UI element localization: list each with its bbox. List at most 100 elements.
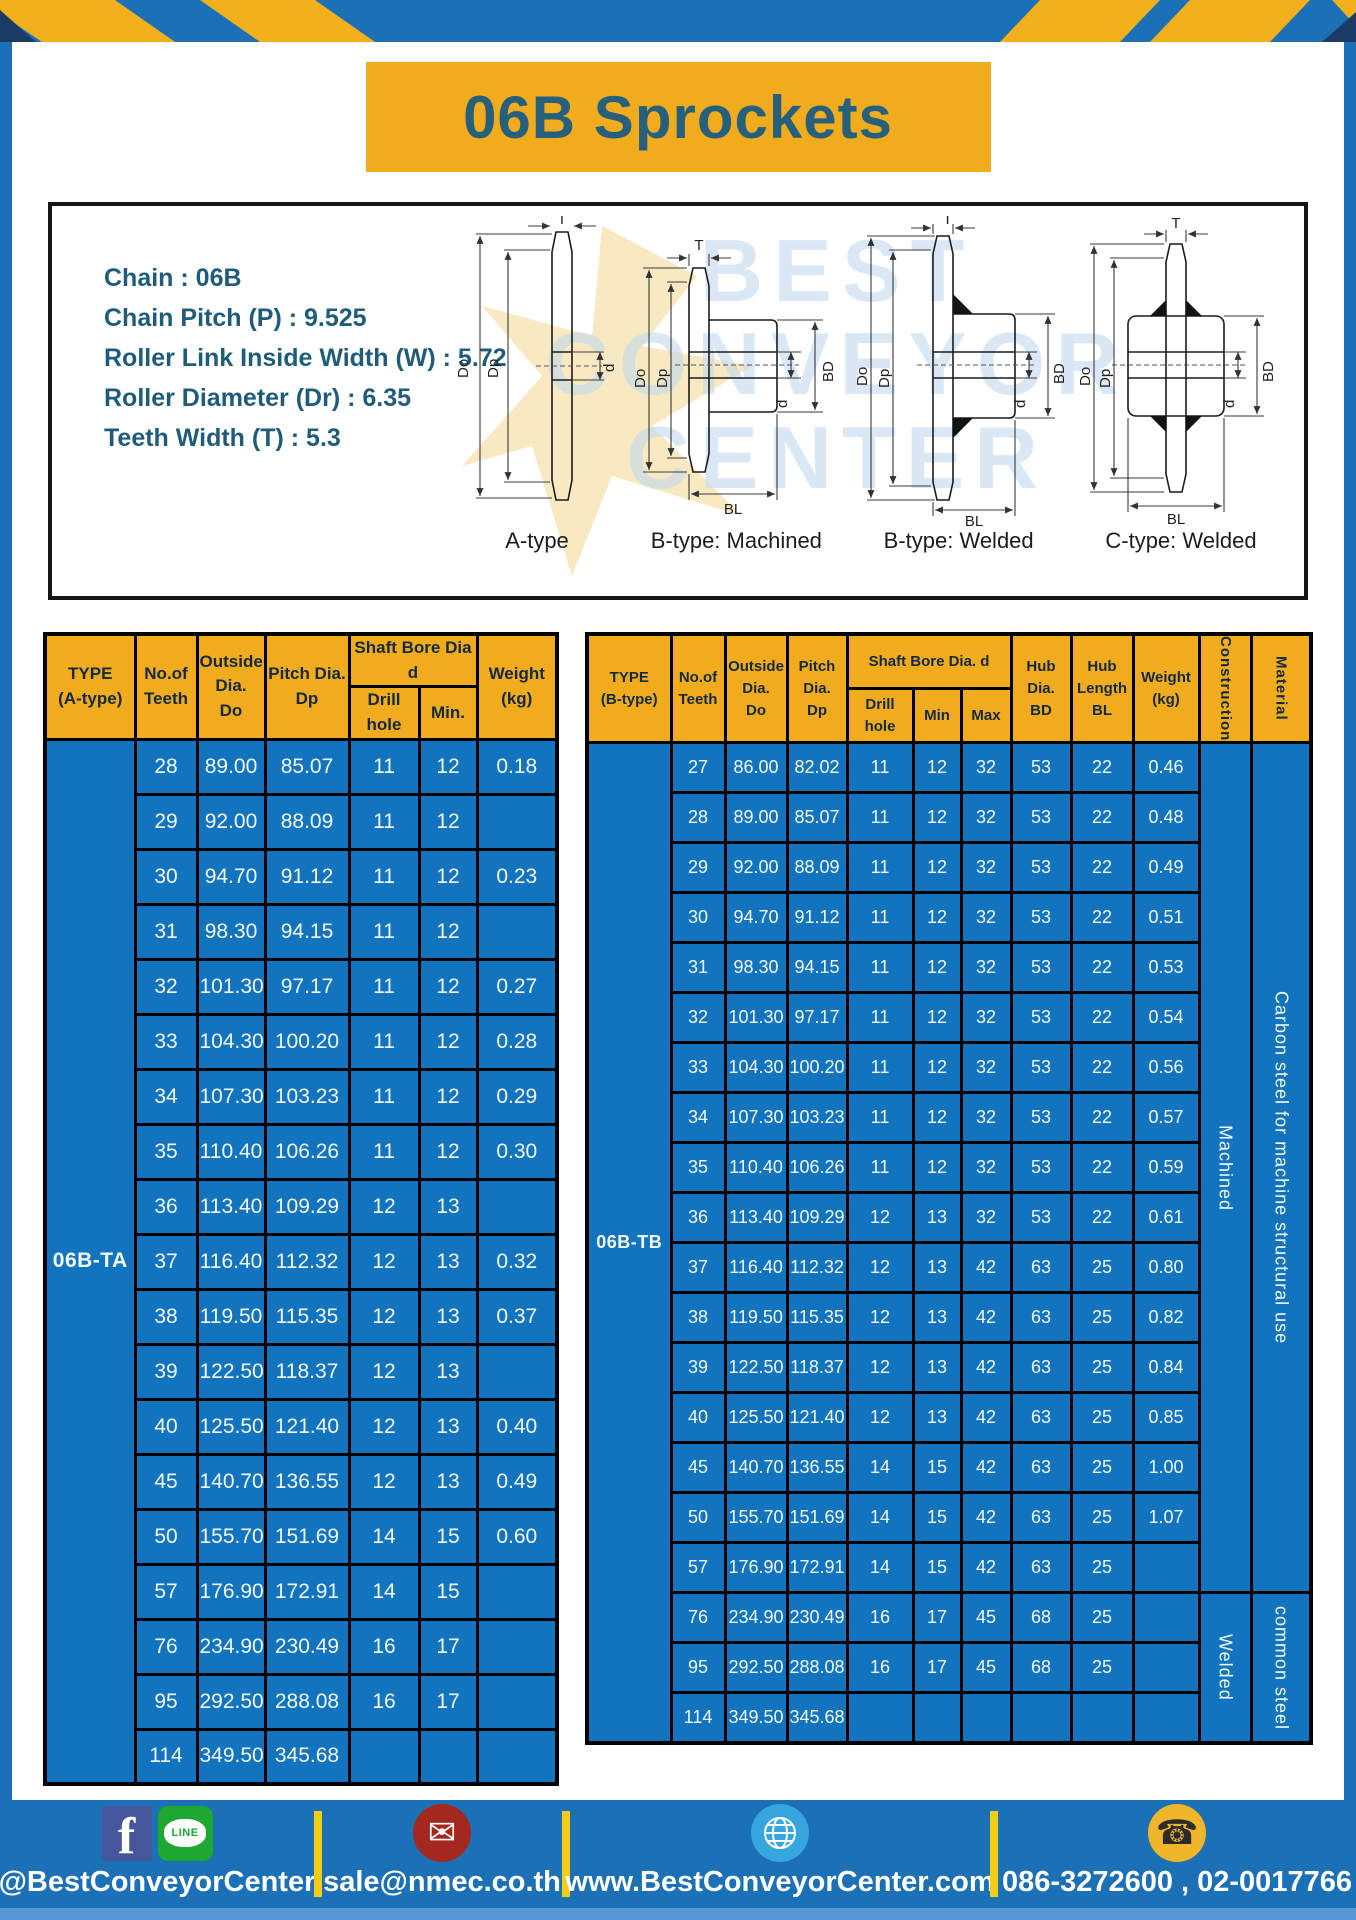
- table-b-cell: 0.53: [1131, 941, 1201, 995]
- table-b-cell: 100.20: [785, 1041, 849, 1095]
- table-b-cell: [845, 1691, 915, 1745]
- table-b-cell: 17: [911, 1641, 963, 1695]
- table-b-cell: 115.35: [785, 1291, 849, 1345]
- table-a-row: 31 98.30 94.15 11 12: [45, 902, 559, 961]
- table-a-cell: 109.29: [263, 1177, 351, 1236]
- table-b-cell: 53: [1009, 791, 1073, 845]
- table-a-cell: 11: [347, 737, 421, 796]
- email-icon[interactable]: ✉: [413, 1804, 471, 1862]
- table-b-cell: [911, 1691, 963, 1745]
- table-a-header: TYPE (A-type) No.of Teeth Outside Dia. D…: [43, 632, 559, 741]
- table-a-type-cell: 06B-TA: [43, 737, 137, 1786]
- footer-website[interactable]: www.BestConveyorCenter.com: [565, 1866, 995, 1898]
- table-b-cell: 22: [1069, 941, 1135, 995]
- table-b-cell: 12: [845, 1341, 915, 1395]
- table-b-cell: 0.54: [1131, 991, 1201, 1045]
- table-b-cell: 13: [911, 1341, 963, 1395]
- table-a-cell: 12: [347, 1177, 421, 1236]
- col-max: Max: [959, 686, 1013, 745]
- dim-label-bl: BL: [1167, 511, 1185, 528]
- table-b-cell: 12: [911, 1141, 963, 1195]
- table-a-cell: 12: [347, 1452, 421, 1511]
- table-a-cell: 0.28: [475, 1012, 559, 1071]
- footer-email[interactable]: sale@nmec.co.th: [323, 1866, 561, 1898]
- table-b-cell: 45: [959, 1641, 1013, 1695]
- col-pitch-dia: Pitch Dia. Dp: [785, 632, 849, 745]
- table-a-cell: [347, 1727, 421, 1786]
- col-shaft-bore: Shaft Bore Dia d: [347, 632, 479, 689]
- globe-icon[interactable]: [751, 1804, 809, 1862]
- table-b-cell: 0.48: [1131, 791, 1201, 845]
- table-a-cell: 31: [133, 902, 199, 961]
- table-a-cell: 12: [417, 847, 479, 906]
- table-a-cell: 155.70: [195, 1507, 267, 1566]
- footer-separator: [314, 1811, 322, 1897]
- table-a-row: 32 101.30 97.17 11 12 0.27: [45, 957, 559, 1016]
- table-b-cell: 15: [911, 1441, 963, 1495]
- footer-separator: [990, 1811, 998, 1897]
- table-b-cell: 45: [669, 1441, 727, 1495]
- table-a-cell: 37: [133, 1232, 199, 1291]
- material-cell: Carbon steel for machine structural use: [1249, 741, 1313, 1595]
- table-a-cell: 11: [347, 1067, 421, 1126]
- table-a-cell: 36: [133, 1177, 199, 1236]
- table-b-cell: 25: [1069, 1491, 1135, 1545]
- table-a-cell: 45: [133, 1452, 199, 1511]
- table-b-cell: 25: [1069, 1441, 1135, 1495]
- table-b-cell: 15: [911, 1491, 963, 1545]
- table-b-cell: 11: [845, 991, 915, 1045]
- table-a-cell: 106.26: [263, 1122, 351, 1181]
- table-b-cell: 176.90: [723, 1541, 789, 1595]
- table-a-cell: 14: [347, 1507, 421, 1566]
- dim-label-d: d: [774, 400, 791, 408]
- table-a-row: 29 92.00 88.09 11 12: [45, 792, 559, 851]
- table-b-cell: 155.70: [723, 1491, 789, 1545]
- table-b-cell: 32: [959, 1041, 1013, 1095]
- table-a-cell: 11: [347, 1122, 421, 1181]
- table-b-cell: 11: [845, 941, 915, 995]
- table-b-cell: 22: [1069, 1141, 1135, 1195]
- a-type-drawing: T Do Dp d: [455, 216, 618, 501]
- table-b-row: 95 292.50 288.08 16 17 45 68 25: [587, 1641, 1311, 1695]
- table-b-cell: 101.30: [723, 991, 789, 1045]
- table-b-cell: 50: [669, 1491, 727, 1545]
- table-b-cell: 0.51: [1131, 891, 1201, 945]
- table-b-cell: 12: [911, 841, 963, 895]
- table-b-cell: 38: [669, 1291, 727, 1345]
- line-icon[interactable]: LINE: [157, 1805, 213, 1861]
- table-a-type: TYPE (A-type) No.of Teeth Outside Dia. D…: [43, 632, 559, 1787]
- table-b-row: 28 89.00 85.07 11 12 32 53 22 0.48: [587, 791, 1311, 845]
- phone-icon[interactable]: ☎: [1148, 1804, 1206, 1862]
- dim-label-d: d: [1012, 400, 1029, 408]
- footer-social-icons: f LINE: [101, 1804, 213, 1862]
- table-a-row: 45 140.70 136.55 12 13 0.49: [45, 1452, 559, 1511]
- table-b-cell: 125.50: [723, 1391, 789, 1445]
- table-b-cell: 25: [1069, 1541, 1135, 1595]
- table-a-cell: 101.30: [195, 957, 267, 1016]
- table-b-cell: 45: [959, 1591, 1013, 1645]
- table-a-cell: 88.09: [263, 792, 351, 851]
- col-pitch-dia: Pitch Dia. Dp: [263, 632, 351, 741]
- construction-cell: Machined: [1197, 741, 1253, 1595]
- footer-phone-numbers[interactable]: 086-3272600 , 02-0017766: [1002, 1866, 1352, 1898]
- table-b-cell: 12: [911, 991, 963, 1045]
- table-b-cell: 12: [911, 941, 963, 995]
- table-b-cell: 1.00: [1131, 1441, 1201, 1495]
- watermark-line: CONVEYOR: [545, 314, 1129, 414]
- table-b-cell: 234.90: [723, 1591, 789, 1645]
- table-b-row: 40 125.50 121.40 12 13 42 63 25 0.85: [587, 1391, 1311, 1445]
- table-b-body: 06B-TB 27 86.00 82.02 11 12 32 53 22 0.46 Machined…: [585, 741, 1313, 1745]
- table-b-cell: 116.40: [723, 1241, 789, 1295]
- dim-label-t: T: [1171, 216, 1180, 232]
- table-a-cell: 12: [417, 1012, 479, 1071]
- footer-social-handle[interactable]: @BestConveyorCenter: [0, 1866, 316, 1898]
- col-weight: Weight (kg): [1131, 632, 1201, 745]
- table-b-row: 06B-TB 27 86.00 82.02 11 12 32 53 22 0.46 Machined…: [585, 741, 1313, 1745]
- table-b-cell: 112.32: [785, 1241, 849, 1295]
- table-b-cell: 122.50: [723, 1341, 789, 1395]
- table-b-cell: 107.30: [723, 1091, 789, 1145]
- col-drill-hole: Drill hole: [845, 686, 915, 745]
- hazard-stripe: [1150, 0, 1310, 42]
- table-b-cell: 22: [1069, 1041, 1135, 1095]
- facebook-icon[interactable]: f: [101, 1805, 152, 1861]
